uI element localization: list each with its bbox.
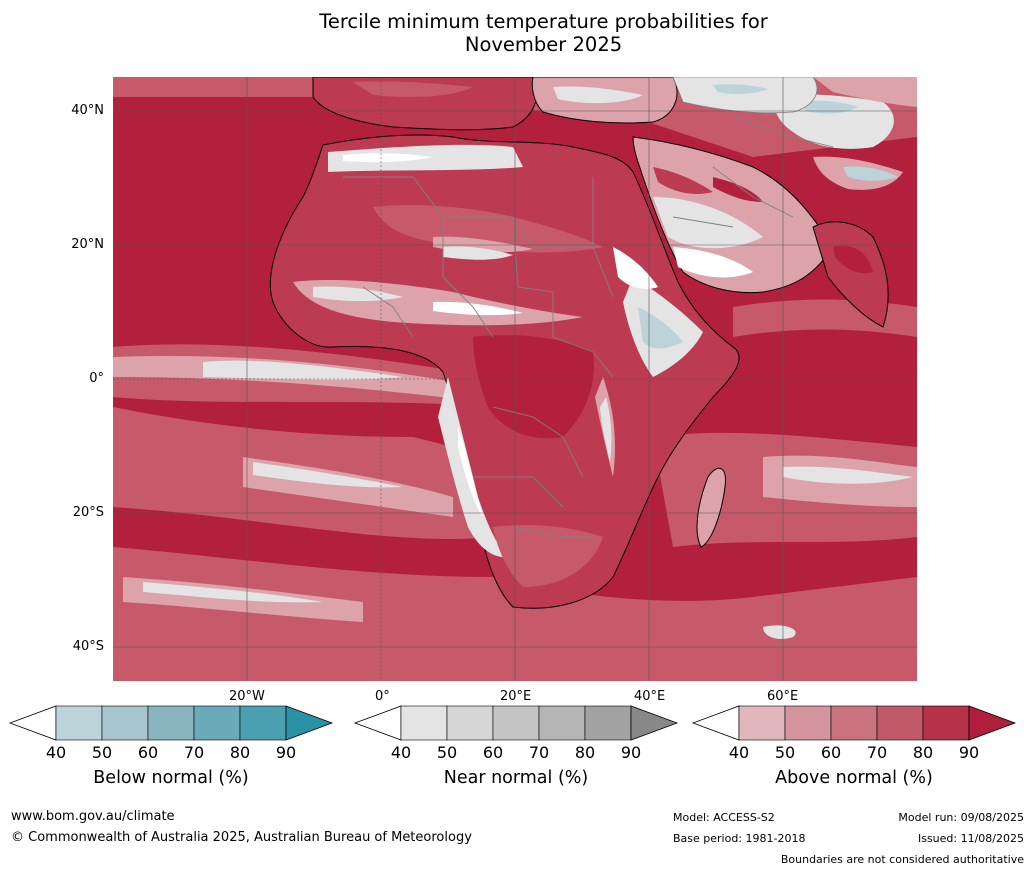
colorbar-extend-high [630, 705, 679, 741]
lat-label-20n: 20°N [71, 237, 104, 252]
colorbar-segment [830, 705, 878, 741]
colorbar-tick-label: 50 [775, 743, 795, 762]
lon-label-0: 0° [375, 689, 390, 704]
colorbar-segment [446, 705, 494, 741]
colorbar-segment [147, 705, 195, 741]
colorbar-extend-high [968, 705, 1017, 741]
colorbar-above-normal: 40 50 60 70 80 90 [691, 705, 1017, 762]
footer-website: www.bom.gov.au/climate [11, 809, 175, 824]
footer-issued: Issued: 11/08/2025 [917, 832, 1024, 845]
colorbar-tick-label: 60 [138, 743, 158, 762]
colorbar-extend-low [691, 705, 740, 741]
footer-model-run: Model run: 09/08/2025 [898, 811, 1024, 824]
map-title: Tercile minimum temperature probabilitie… [0, 10, 1035, 56]
colorbar-tick-label: 80 [230, 743, 250, 762]
colorbar-title-near: Near normal (%) [443, 768, 589, 788]
lat-label-40n: 40°N [71, 103, 104, 118]
lon-label-60e: 60°E [767, 689, 799, 704]
footer-model: Model: ACCESS-S2 [673, 811, 775, 824]
colorbar-segment [922, 705, 970, 741]
colorbar-tick-label: 90 [276, 743, 296, 762]
colorbar-segment [538, 705, 586, 741]
colorbar-segment [584, 705, 632, 741]
colorbar-title-above: Above normal (%) [775, 768, 933, 788]
colorbar-segment [784, 705, 832, 741]
colorbar-tick-label: 40 [729, 743, 749, 762]
colorbar-segment [400, 705, 448, 741]
graticule [113, 77, 917, 681]
colorbar-tick-label: 70 [184, 743, 204, 762]
colorbar-tick-label: 50 [437, 743, 457, 762]
footer-base-period: Base period: 1981-2018 [673, 832, 806, 845]
colorbar-segment [193, 705, 241, 741]
africa-land [269, 134, 740, 609]
colorbar-tick-label: 80 [575, 743, 595, 762]
colorbar-tick-label: 40 [391, 743, 411, 762]
footer-disclaimer: Boundaries are not considered authoritat… [780, 853, 1024, 866]
colorbar-near-normal: 40 50 60 70 80 90 [353, 705, 679, 762]
colorbar-tick-label: 50 [92, 743, 112, 762]
colorbar-segment [738, 705, 786, 741]
colorbar-tick-label: 80 [913, 743, 933, 762]
colorbar-segment [876, 705, 924, 741]
colorbar-tick-label: 60 [821, 743, 841, 762]
colorbar-tick-label: 60 [483, 743, 503, 762]
title-line-2: November 2025 [464, 33, 623, 56]
madagascar [696, 467, 727, 548]
lat-label-40s: 40°S [72, 639, 104, 654]
colorbar-segment [492, 705, 540, 741]
colorbar-tick-label: 40 [46, 743, 66, 762]
lon-label-20w: 20°W [229, 689, 265, 704]
europe-land [312, 77, 917, 131]
title-line-1: Tercile minimum temperature probabilitie… [319, 10, 768, 33]
colorbar-extend-low [8, 705, 57, 741]
colorbar-extend-high [285, 705, 334, 741]
forecast-map [113, 77, 917, 681]
colorbar-tick-label: 90 [959, 743, 979, 762]
colorbar-tick-label: 70 [529, 743, 549, 762]
lat-label-0: 0° [89, 371, 104, 386]
footer-copyright: © Commonwealth of Australia 2025, Austra… [11, 830, 472, 845]
colorbar-extend-low [353, 705, 402, 741]
country-borders [343, 116, 834, 538]
colorbar-segment [239, 705, 287, 741]
lon-label-40e: 40°E [634, 689, 666, 704]
colorbar-segment [55, 705, 103, 741]
colorbar-below-normal: 40 50 60 70 80 90 [8, 705, 334, 762]
lat-label-20s: 20°S [72, 505, 104, 520]
colorbar-tick-label: 70 [867, 743, 887, 762]
colorbar-tick-label: 90 [621, 743, 641, 762]
lon-label-20e: 20°E [500, 689, 532, 704]
colorbar-title-below: Below normal (%) [93, 768, 249, 788]
colorbar-segment [101, 705, 149, 741]
